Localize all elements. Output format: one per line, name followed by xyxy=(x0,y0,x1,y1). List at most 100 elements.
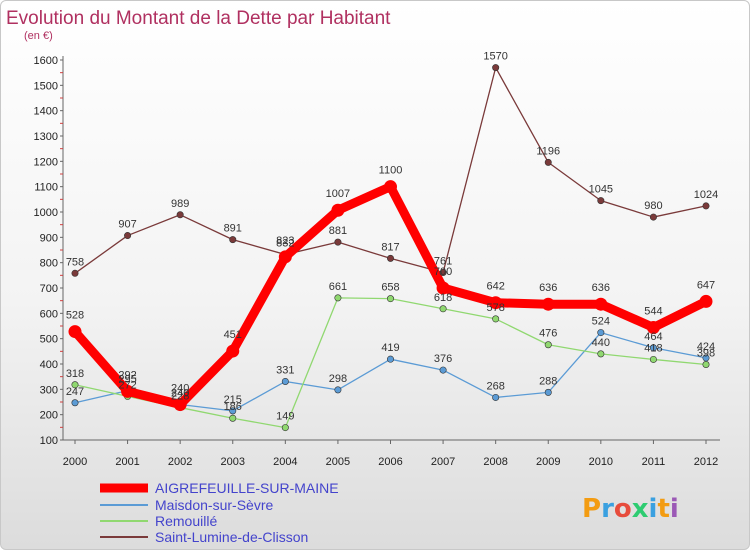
legend-label: Remouillé xyxy=(155,513,217,529)
data-point xyxy=(386,355,394,363)
data-point xyxy=(226,344,240,358)
data-point xyxy=(649,344,657,352)
data-label: 1007 xyxy=(326,188,350,200)
series-line xyxy=(74,297,707,429)
data-label: 240 xyxy=(171,388,189,400)
data-label: 186 xyxy=(224,401,242,413)
legend-label: Saint-Lumine-de-Clisson xyxy=(155,529,308,545)
data-point xyxy=(176,211,184,219)
data-point xyxy=(649,355,657,363)
y-tick-label: 1300 xyxy=(34,131,58,143)
x-tick-label: 2004 xyxy=(273,456,297,468)
data-label: 418 xyxy=(644,342,662,354)
data-point xyxy=(436,281,450,295)
data-point xyxy=(121,384,135,398)
data-point xyxy=(544,388,552,396)
data-label: 647 xyxy=(697,279,715,291)
data-point xyxy=(541,297,555,311)
y-tick-label: 1000 xyxy=(34,207,58,219)
data-point xyxy=(649,213,657,221)
data-label: 636 xyxy=(539,282,557,294)
data-point xyxy=(597,350,605,358)
data-point xyxy=(439,269,447,277)
data-point xyxy=(492,393,500,401)
data-point xyxy=(281,424,289,432)
data-point xyxy=(702,202,710,210)
data-point xyxy=(331,203,345,217)
data-label: 1045 xyxy=(589,184,613,196)
data-label: 1196 xyxy=(536,145,560,157)
data-point xyxy=(544,158,552,166)
data-point xyxy=(334,386,342,394)
data-label: 318 xyxy=(66,368,84,380)
data-label: 618 xyxy=(434,292,452,304)
y-tick-label: 300 xyxy=(40,384,58,396)
chart-title: Evolution du Montant de la Dette par Hab… xyxy=(6,8,391,29)
data-label: 832 xyxy=(276,238,294,250)
data-label: 980 xyxy=(644,200,662,212)
y-tick-label: 900 xyxy=(40,232,58,244)
axes: 100 200 300 400 500 600 700 800 900 1000 1100 1200 1… xyxy=(34,55,720,468)
y-tick-label: 500 xyxy=(40,334,58,346)
data-point xyxy=(278,250,292,264)
x-tick-label: 2002 xyxy=(168,456,192,468)
data-label: 907 xyxy=(118,219,136,231)
data-point xyxy=(71,269,79,277)
data-label: 578 xyxy=(486,302,504,314)
data-label: 989 xyxy=(171,198,189,210)
legend: AIGREFEUILLE-SUR-MAINEMaisdon-sur-SèvreR… xyxy=(100,480,339,545)
data-label: 272 xyxy=(118,379,136,391)
data-label: 700 xyxy=(434,266,452,278)
data-label: 817 xyxy=(381,241,399,253)
data-label: 228 xyxy=(171,391,189,403)
data-label: 240 xyxy=(171,383,189,395)
data-point xyxy=(229,236,237,244)
data-point xyxy=(334,238,342,246)
data-point xyxy=(702,361,710,369)
data-point xyxy=(439,305,447,313)
chart-subtitle: (en €) xyxy=(24,30,53,42)
y-tick-label: 600 xyxy=(40,308,58,320)
data-label: 544 xyxy=(644,306,662,318)
data-point xyxy=(71,399,79,407)
data-point xyxy=(594,297,608,311)
data-label: 476 xyxy=(539,328,557,340)
x-tick-label: 2001 xyxy=(115,456,139,468)
data-label: 149 xyxy=(276,411,294,423)
x-tick-label: 2003 xyxy=(221,456,245,468)
data-point xyxy=(492,315,500,323)
data-point xyxy=(544,341,552,349)
x-tick-label: 2011 xyxy=(642,456,666,468)
y-tick-label: 200 xyxy=(40,410,58,422)
data-point xyxy=(386,254,394,262)
data-label: 398 xyxy=(697,348,715,360)
data-point xyxy=(439,366,447,374)
proxiti-logo: Proxiti xyxy=(582,494,679,524)
data-label: 419 xyxy=(381,342,399,354)
y-tick-label: 100 xyxy=(40,435,58,447)
data-point xyxy=(229,407,237,415)
data-label: 891 xyxy=(224,223,242,235)
y-tick-label: 1600 xyxy=(34,55,58,67)
x-tick-label: 2000 xyxy=(63,456,87,468)
data-point xyxy=(334,294,342,302)
data-label: 823 xyxy=(276,235,294,247)
data-label: 658 xyxy=(381,282,399,294)
data-label: 464 xyxy=(644,331,662,343)
data-label: 524 xyxy=(592,316,610,328)
data-label: 331 xyxy=(276,364,294,376)
series-points xyxy=(68,64,713,432)
data-label: 642 xyxy=(486,281,504,293)
data-point xyxy=(386,295,394,303)
x-tick-label: 2010 xyxy=(589,456,613,468)
data-point xyxy=(492,64,500,72)
data-point xyxy=(173,398,187,412)
y-tick-label: 800 xyxy=(40,258,58,270)
legend-label: Maisdon-sur-Sèvre xyxy=(155,497,273,513)
x-tick-label: 2005 xyxy=(326,456,350,468)
data-label: 268 xyxy=(486,380,504,392)
data-point xyxy=(384,180,397,194)
